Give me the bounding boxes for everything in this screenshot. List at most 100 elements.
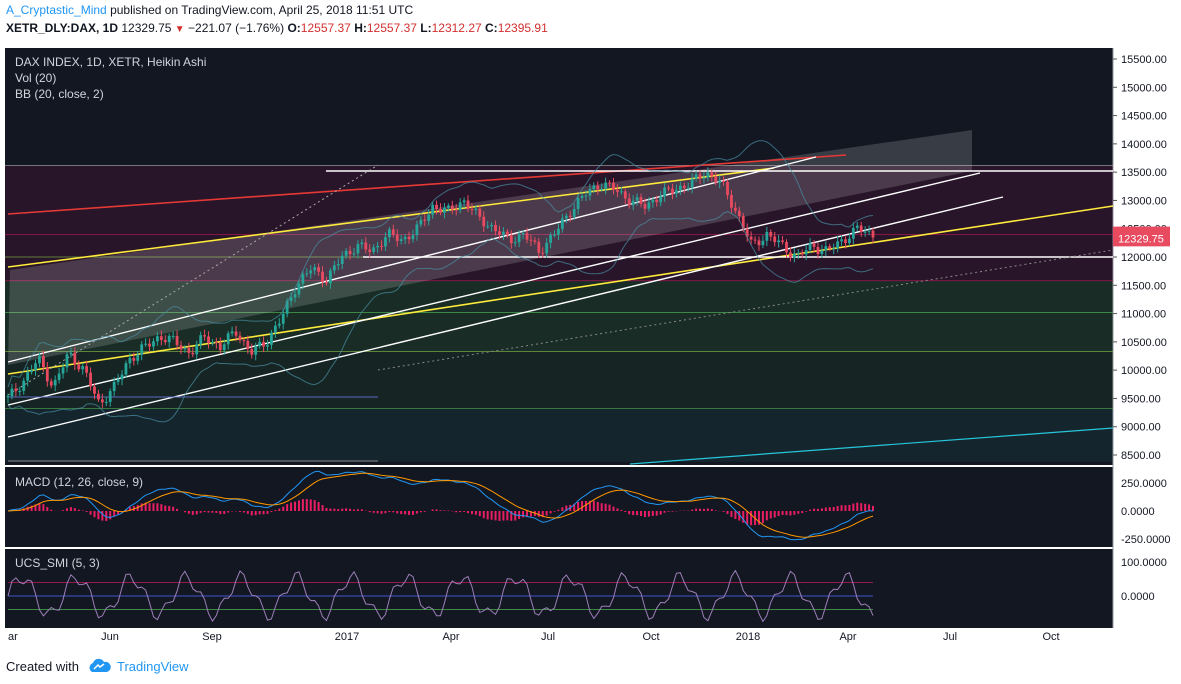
candle-body [694,174,698,179]
candle-body [144,343,148,345]
candle-body [667,187,670,189]
candle-body [446,205,450,208]
candle-body [262,341,265,347]
candle-body [482,216,486,227]
candle-body [238,335,242,341]
candle-body [675,190,678,194]
smi-tick-label: 100.0000 [1121,557,1167,569]
chart[interactable]: 15500.00 15000.00 14500.00 14000.00 13500.00… [0,40,1181,652]
smi-line [7,569,874,623]
candle-body [22,380,26,391]
ticker-line: XETR_DLY:DAX, 1D 12329.75 ▼ −221.07 (−1.… [6,21,548,35]
candle-body [765,231,769,241]
low-label: L: [420,21,432,35]
candle-body [690,178,694,188]
time-tick-label: Sep [202,631,222,643]
candle-body [871,230,875,238]
candle-body [855,225,859,228]
candle-body [443,207,446,213]
candle-body [73,352,77,365]
candle-body [682,185,686,189]
candle-body [128,358,132,364]
candle-body [533,240,537,242]
tradingview-cloud-icon[interactable] [87,658,111,674]
price-tick-label: 13000.00 [1121,195,1167,207]
dotted-trend-2 [377,249,1114,371]
candle-body [10,388,14,397]
candle-body [820,250,824,254]
candle-body [706,172,710,178]
candle-body [789,252,792,258]
candle-body [439,208,442,213]
price-candles [6,140,875,423]
time-tick-label: 2017 [335,631,359,643]
macd-tick-label: -250.0000 [1121,534,1171,546]
author-link[interactable]: A_Cryptastic_Mind [6,3,107,17]
candle-body [207,336,210,344]
candle-body [340,255,344,265]
candle-body [321,271,324,282]
candle-body [549,234,552,243]
volume-legend: Vol (20) [15,71,56,85]
candle-body [557,228,560,235]
candle-body [505,231,509,236]
price-tick-label: 15500.00 [1121,54,1167,66]
candle-body [281,313,285,324]
candle-body [230,331,234,334]
candle-body [553,234,556,236]
candle-body [57,373,61,380]
candle-body [851,227,855,239]
time-tick-label: Oct [642,631,659,643]
zone-band [5,351,1113,409]
candle-body [545,242,549,254]
candle-body [502,231,505,235]
candle-body [564,215,568,219]
candle-body [163,339,167,343]
candle-body [242,340,246,342]
yellow-trendline-lower [7,205,1114,375]
white-channel-middle [7,172,981,406]
candle-body [824,246,828,251]
candle-body [309,270,313,274]
macd-pane[interactable] [5,467,1113,547]
candle-body [372,247,376,252]
price-badge-label: 12329.75 [1118,233,1164,245]
price-tick-label: 14000.00 [1121,139,1167,151]
candle-body [828,246,832,249]
candle-body [352,253,356,255]
signal-line [7,472,874,538]
candle-body [859,225,863,232]
candle-body [490,224,494,227]
publish-info: published on TradingView.com, April 25, … [110,3,414,17]
candle-body [769,231,773,237]
created-with-label: Created with [6,658,79,674]
candle-body [159,336,163,340]
zone-band [5,408,1113,462]
candle-body [81,366,85,370]
candle-body [714,176,718,183]
tradingview-link[interactable]: TradingView [116,658,189,674]
candle-body [773,236,777,243]
smi-pane[interactable] [5,549,1113,628]
candle-body [745,228,749,237]
candle-body [651,199,655,203]
candle-body [663,187,667,197]
candle-body [65,354,69,368]
candle-body [183,347,187,350]
open-value: 12557.37 [300,21,351,35]
candle-body [329,270,332,284]
open-label: O: [287,21,301,35]
high-label: H: [354,21,367,35]
candle-body [427,214,431,221]
candle-body [61,367,65,374]
candle-body [411,235,415,240]
candle-body [836,241,840,249]
candle-body [498,231,501,235]
time-tick-label: Jul [943,631,957,643]
price-tick-label: 8500.00 [1121,450,1161,462]
candle-body [49,381,53,386]
candle-body [167,335,171,343]
candle-body [368,249,372,252]
candle-body [384,237,387,247]
close-value: 12395.91 [497,21,548,35]
